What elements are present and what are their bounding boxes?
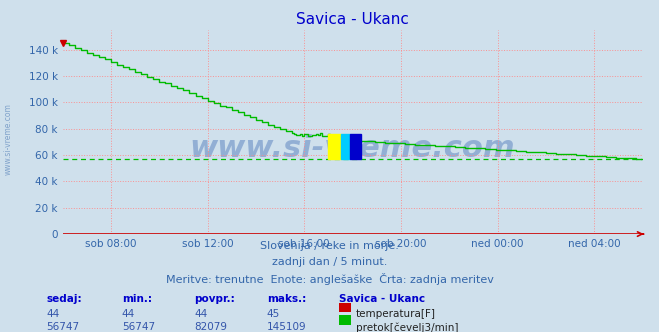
Text: Slovenija / reke in morje.: Slovenija / reke in morje. xyxy=(260,241,399,251)
Text: www.si-vreme.com: www.si-vreme.com xyxy=(3,104,13,175)
Bar xyxy=(351,134,360,159)
Text: zadnji dan / 5 minut.: zadnji dan / 5 minut. xyxy=(272,257,387,267)
Text: 44: 44 xyxy=(46,309,59,319)
Text: temperatura[F]: temperatura[F] xyxy=(356,309,436,319)
Text: Savica - Ukanc: Savica - Ukanc xyxy=(339,294,426,304)
Text: www.si-vreme.com: www.si-vreme.com xyxy=(190,134,515,163)
Text: maks.:: maks.: xyxy=(267,294,306,304)
Text: 45: 45 xyxy=(267,309,280,319)
Text: min.:: min.: xyxy=(122,294,152,304)
Text: pretok[čevelj3/min]: pretok[čevelj3/min] xyxy=(356,322,459,332)
Text: 44: 44 xyxy=(122,309,135,319)
Bar xyxy=(341,134,351,159)
Text: sedaj:: sedaj: xyxy=(46,294,82,304)
Bar xyxy=(328,134,341,159)
Text: Meritve: trenutne  Enote: anglešaške  Črta: zadnja meritev: Meritve: trenutne Enote: anglešaške Črta… xyxy=(165,273,494,285)
Text: 56747: 56747 xyxy=(122,322,155,332)
Text: 44: 44 xyxy=(194,309,208,319)
Text: 145109: 145109 xyxy=(267,322,306,332)
Text: povpr.:: povpr.: xyxy=(194,294,235,304)
Text: 56747: 56747 xyxy=(46,322,79,332)
Title: Savica - Ukanc: Savica - Ukanc xyxy=(296,12,409,27)
Text: 82079: 82079 xyxy=(194,322,227,332)
